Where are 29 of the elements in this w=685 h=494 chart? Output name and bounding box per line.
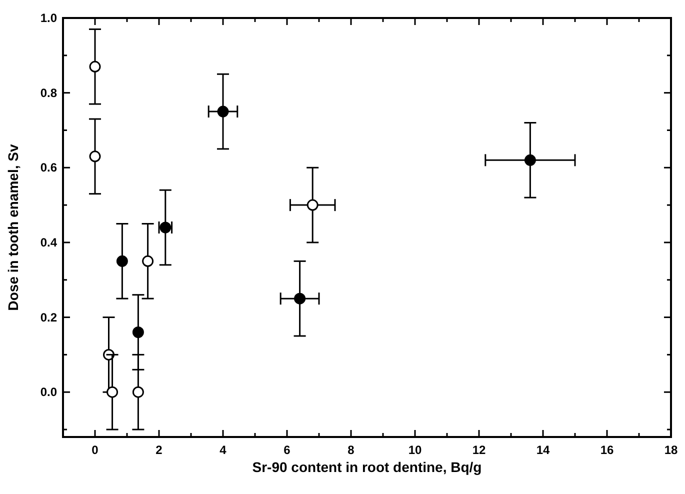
x-tick-label: 16 — [600, 443, 614, 457]
x-tick-label: 10 — [408, 443, 422, 457]
y-axis-title: Dose in tooth enamel, Sv — [5, 144, 21, 311]
x-tick-label: 2 — [156, 443, 163, 457]
y-tick-label: 0.0 — [40, 385, 58, 400]
x-tick-label: 6 — [284, 443, 291, 457]
x-tick-label: 4 — [220, 443, 227, 457]
y-tick-label: 0.2 — [40, 310, 58, 324]
y-tick-label: 0.4 — [40, 235, 58, 250]
x-tick-label: 12 — [472, 443, 486, 457]
y-tick-label: 0.6 — [40, 160, 58, 175]
point — [524, 154, 536, 166]
point — [132, 386, 144, 398]
x-axis-title: Sr-90 content in root dentine, Bq/g — [252, 459, 482, 475]
point — [89, 60, 101, 72]
point — [116, 255, 128, 267]
point — [294, 292, 306, 304]
x-tick-label: 18 — [664, 443, 678, 457]
point — [142, 255, 154, 267]
point — [106, 386, 118, 398]
point — [132, 326, 144, 338]
point — [306, 199, 318, 211]
y-tick-label: 1.0 — [40, 11, 58, 25]
x-tick-label: 0 — [92, 443, 99, 457]
x-tick-label: 14 — [536, 443, 550, 457]
point — [89, 150, 101, 162]
y-tick-label: 0.8 — [40, 86, 58, 100]
point — [217, 106, 229, 118]
x-tick-label: 8 — [348, 443, 355, 457]
